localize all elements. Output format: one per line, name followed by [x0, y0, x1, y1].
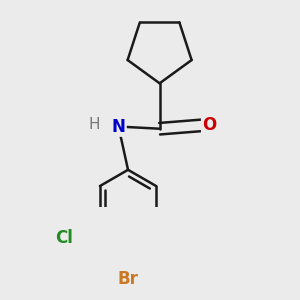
Text: H: H — [89, 117, 100, 132]
Text: Br: Br — [118, 270, 139, 288]
Text: Cl: Cl — [55, 229, 73, 247]
Text: N: N — [112, 118, 125, 136]
Text: O: O — [202, 116, 217, 134]
